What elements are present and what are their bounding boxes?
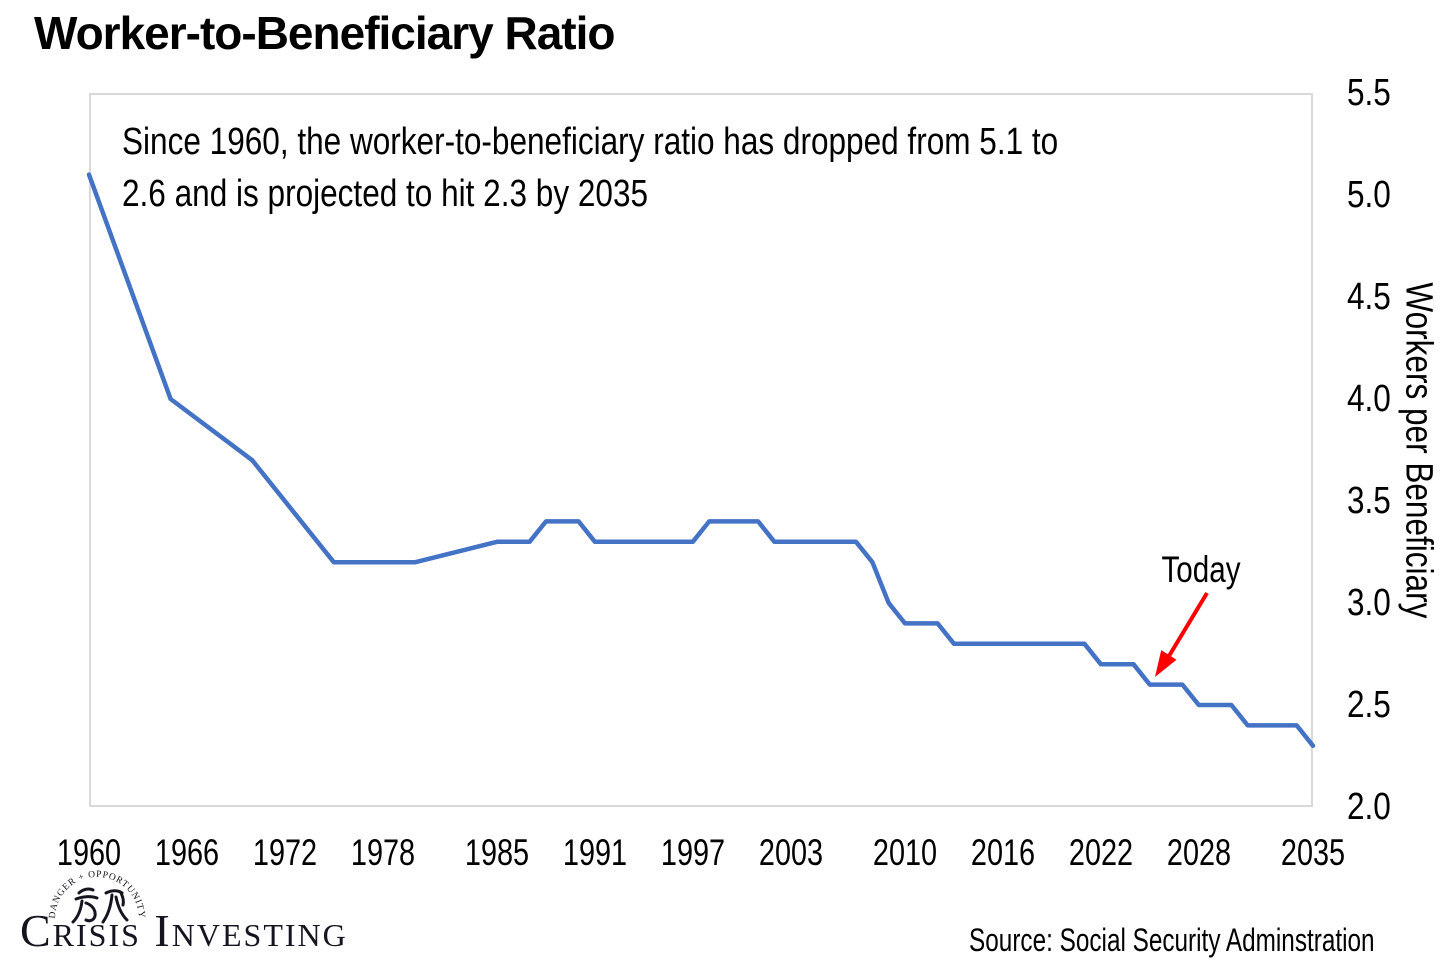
- y-tick-label: 3.5: [1347, 480, 1391, 522]
- x-tick-label: 1978: [350, 832, 415, 873]
- x-tick-label: 2003: [758, 832, 823, 873]
- x-tick-label: 1960: [56, 832, 122, 873]
- x-tick-label: 1985: [464, 832, 530, 873]
- plot-border: [89, 93, 1313, 807]
- today-label: Today: [1161, 549, 1241, 590]
- y-tick-label: 4.0: [1347, 378, 1391, 420]
- annotation-line-1: Since 1960, the worker-to-beneficiary ra…: [122, 121, 1059, 163]
- chart-annotation: Since 1960, the worker-to-beneficiary ra…: [122, 116, 1058, 220]
- x-tick-label: 2035: [1280, 832, 1346, 873]
- logo-wordmark: Crisis Investing: [20, 905, 348, 956]
- y-axis-title: Workers per Beneficiary: [1397, 282, 1440, 618]
- y-tick-label: 5.0: [1347, 174, 1391, 216]
- y-tick-label: 3.0: [1347, 582, 1391, 624]
- y-tick-label: 4.5: [1347, 276, 1391, 318]
- logo-seal: DANGER + OPPORTUNITY: [48, 870, 145, 924]
- x-tick-label: 2028: [1166, 832, 1231, 873]
- source-text: Source: Social Security Adminstration: [969, 922, 1375, 958]
- x-tick-label: 1966: [154, 832, 220, 873]
- x-tick-label: 1972: [252, 832, 317, 873]
- y-tick-label: 2.0: [1347, 786, 1391, 828]
- x-tick-label: 2010: [872, 832, 938, 873]
- x-tick-label: 1997: [660, 832, 725, 873]
- annotation-line-2: 2.6 and is projected to hit 2.3 by 2035: [122, 173, 649, 215]
- chart-title: Worker-to-Beneficiary Ratio: [34, 7, 616, 59]
- chinese-characters-icon: [71, 887, 129, 924]
- y-tick-label: 2.5: [1347, 684, 1391, 726]
- x-tick-label: 2022: [1068, 832, 1133, 873]
- y-tick-label: 5.5: [1347, 72, 1391, 114]
- y-axis-title-wrap: Workers per Beneficiary: [1392, 93, 1444, 807]
- x-tick-label: 1991: [562, 832, 628, 873]
- ratio-line-series: [86, 172, 1316, 749]
- crisis-investing-logo: DANGER + OPPORTUNITY Crisis Investing: [20, 868, 440, 967]
- x-tick-label: 2016: [970, 832, 1036, 873]
- today-arrow-icon: [1155, 591, 1209, 677]
